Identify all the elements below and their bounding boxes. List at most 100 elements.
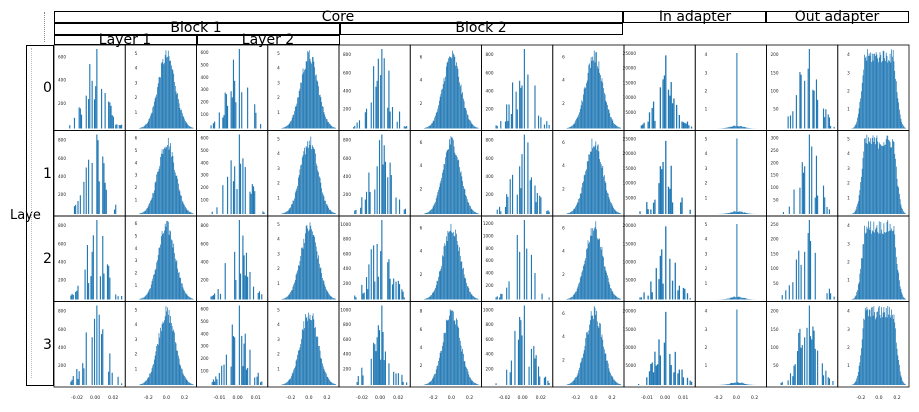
histogram-bar	[833, 126, 835, 129]
histogram-bar	[899, 193, 900, 214]
histogram-bar	[896, 348, 898, 385]
histogram-bar	[461, 261, 463, 300]
histogram-bar	[879, 233, 881, 300]
histogram-bar	[297, 97, 298, 129]
histogram-bar	[888, 314, 889, 385]
y-tick-label: 4	[705, 237, 708, 242]
histogram-bar	[470, 208, 472, 214]
histogram-bar	[833, 296, 835, 300]
histogram-bar	[899, 371, 901, 385]
histogram-bar	[189, 126, 191, 129]
histogram-bar	[252, 286, 255, 300]
histogram-bar	[618, 127, 620, 129]
x-tick-label: -0.02	[356, 395, 368, 401]
histogram-bar	[163, 64, 164, 129]
histogram-bar	[452, 233, 453, 300]
histogram-bar	[639, 297, 641, 300]
histogram-bar	[638, 384, 640, 385]
histogram-bar	[116, 124, 118, 129]
histogram-bar	[662, 283, 664, 300]
histogram-bar	[170, 143, 171, 214]
histogram-bar	[311, 56, 313, 129]
histogram-bar	[177, 93, 178, 129]
histogram-bar	[830, 293, 832, 300]
histogram-bar	[449, 315, 450, 385]
histogram-bar	[288, 379, 290, 385]
histogram-bar	[604, 353, 606, 385]
histogram-bar	[285, 211, 287, 214]
histogram-bar	[640, 297, 643, 300]
histogram-bar	[452, 311, 454, 385]
histogram-bar	[609, 371, 611, 385]
y-tick-label: 400	[486, 352, 494, 357]
histogram-bar	[451, 58, 453, 129]
x-tick-label: 0.00	[232, 395, 242, 401]
y-tick-label: 400	[201, 160, 209, 165]
histogram-bar	[151, 112, 153, 129]
histogram-bar	[512, 82, 514, 129]
histogram-bar	[579, 282, 580, 300]
y-tick-label: 200	[343, 281, 351, 286]
histogram-bar	[223, 364, 225, 385]
y-tick-label: 400	[201, 75, 209, 80]
histogram-bar	[495, 383, 497, 385]
histogram-bar	[617, 297, 618, 300]
histogram-bar	[326, 376, 328, 385]
histogram-bar	[447, 61, 449, 129]
histogram-bar	[569, 212, 571, 214]
histogram-bar	[315, 153, 316, 214]
histogram-bar	[738, 126, 740, 129]
histogram-bar	[902, 381, 904, 385]
histogram-bar	[618, 212, 620, 214]
histogram-bar	[192, 384, 194, 385]
histogram-bar	[450, 57, 452, 129]
histogram-bar	[585, 171, 587, 214]
y-tick-label: 3	[847, 241, 850, 246]
y-tick-label: 10000	[623, 181, 637, 186]
histogram-bar	[739, 383, 741, 385]
histogram-bar	[322, 277, 323, 300]
histogram-bar	[300, 82, 302, 129]
histogram-bar	[358, 120, 361, 129]
histogram-bar	[231, 97, 233, 129]
histogram-bar	[547, 210, 549, 214]
histogram-bar	[239, 273, 242, 300]
faint-tick-marks-row	[31, 48, 33, 378]
y-tick-label: 2	[562, 187, 565, 192]
histogram-bar	[475, 298, 477, 300]
histogram-bar	[678, 369, 680, 385]
histogram-bar	[548, 297, 550, 300]
histogram-bar	[375, 86, 377, 129]
histogram-bar	[308, 229, 310, 300]
histogram-bar	[173, 73, 175, 129]
histogram-bar	[798, 250, 800, 300]
histogram-bar	[320, 182, 322, 214]
histogram-bar	[238, 220, 240, 300]
histogram-bar	[686, 293, 689, 300]
histogram-bar	[153, 190, 155, 214]
histogram-bar	[162, 321, 164, 385]
histogram-bar	[325, 286, 326, 300]
histogram-bar	[872, 315, 874, 385]
histogram-bar	[425, 127, 426, 129]
histogram-bar	[375, 351, 377, 385]
histogram-bar	[535, 202, 537, 214]
histogram-bar	[606, 272, 607, 300]
histogram-bar	[335, 127, 336, 129]
histogram-bar	[160, 153, 162, 214]
y-tick-label: 5	[135, 51, 138, 56]
histogram-bar	[257, 372, 259, 385]
histogram-bar	[284, 298, 285, 300]
histogram-bar	[597, 144, 599, 214]
histogram-bar	[738, 382, 740, 385]
histogram-bar	[864, 138, 865, 214]
histogram-bar	[424, 127, 425, 129]
histogram-bar	[828, 117, 830, 129]
histogram-bar	[726, 127, 728, 129]
histogram-bar	[332, 297, 333, 300]
histogram-bar	[445, 245, 446, 300]
histogram-bar	[902, 294, 903, 300]
histogram-bar	[686, 121, 689, 129]
histogram-bar	[611, 204, 613, 214]
